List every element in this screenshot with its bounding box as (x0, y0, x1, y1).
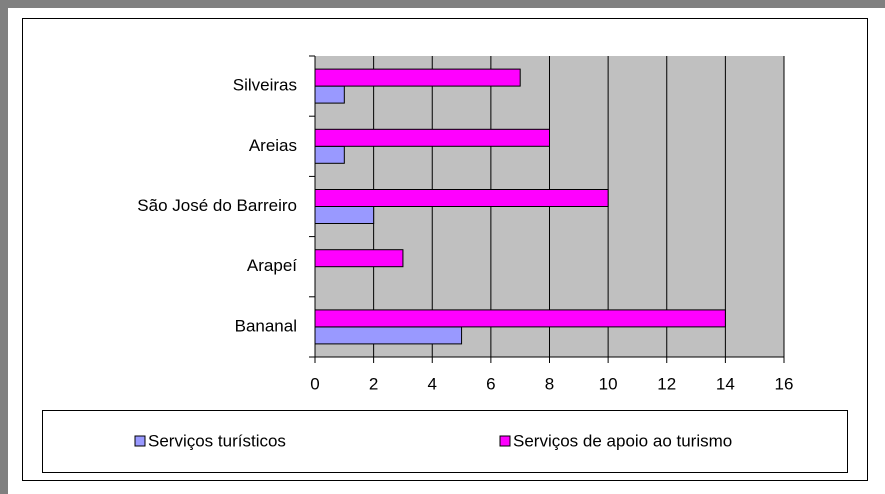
bar (314, 85, 345, 104)
bar (314, 128, 550, 147)
x-tick-label: 12 (657, 374, 676, 393)
x-tick-label: 14 (716, 374, 735, 393)
x-tick-label: 2 (369, 374, 378, 393)
legend-label: Serviços de apoio ao turismo (513, 431, 732, 450)
y-tick-label: Silveiras (233, 76, 297, 95)
bar (314, 326, 463, 345)
y-tick-label: São José do Barreiro (137, 196, 297, 215)
x-tick-label: 0 (310, 374, 319, 393)
bar (314, 309, 726, 328)
x-tick-label: 4 (428, 374, 437, 393)
bar (314, 206, 375, 224)
window-border-left (0, 0, 8, 494)
x-tick-label: 6 (486, 374, 495, 393)
y-tick-label: Bananal (235, 316, 297, 335)
window-border-top (0, 0, 885, 8)
bar (314, 249, 404, 268)
x-tick-label: 8 (545, 374, 554, 393)
legend-label: Serviços turísticos (148, 431, 286, 450)
x-tick-label: 16 (775, 374, 794, 393)
legend-swatch (499, 435, 511, 447)
y-tick-label: Arapeí (247, 256, 297, 275)
bar (314, 145, 345, 164)
y-tick-label: Areias (249, 136, 297, 155)
legend-swatch (134, 435, 146, 447)
bar (314, 68, 521, 87)
legend-box (42, 410, 848, 473)
bar (314, 189, 609, 207)
x-tick-label: 10 (599, 374, 618, 393)
